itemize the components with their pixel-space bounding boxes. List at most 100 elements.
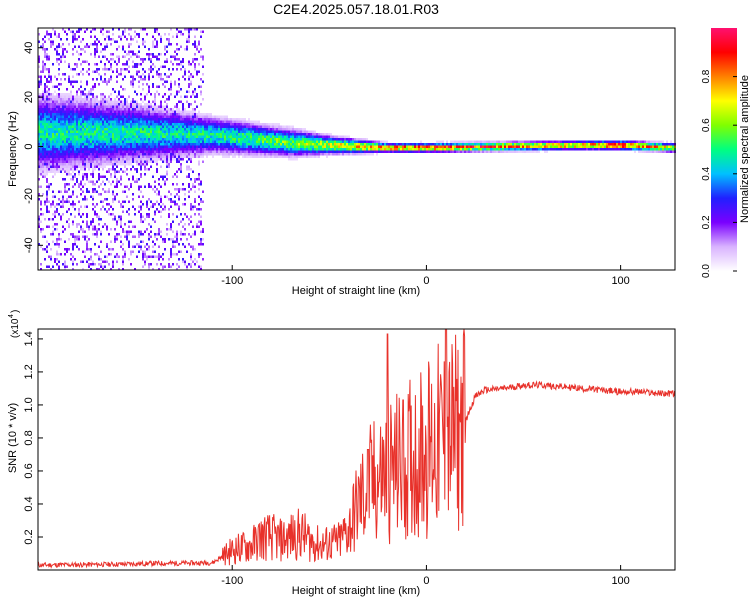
heatmap-cell <box>148 208 150 211</box>
heatmap-cell <box>172 158 174 161</box>
heatmap-cell <box>206 150 208 153</box>
heatmap-cell <box>182 58 184 61</box>
heatmap-cell <box>224 118 226 121</box>
heatmap-cell <box>156 115 158 118</box>
heatmap-cell <box>228 120 230 123</box>
heatmap-cell <box>176 235 178 238</box>
heatmap-cell <box>62 195 64 198</box>
heatmap-cell <box>138 245 140 248</box>
heatmap-cell <box>138 158 140 161</box>
heatmap-cell <box>300 143 302 146</box>
heatmap-cell <box>100 133 102 136</box>
heatmap-cell <box>150 225 152 228</box>
heatmap-cell <box>212 123 214 126</box>
heatmap-cell <box>294 130 296 133</box>
heatmap-cell <box>144 255 146 258</box>
heatmap-cell <box>116 155 118 158</box>
heatmap-cell <box>256 123 258 126</box>
heatmap-cell <box>46 140 48 143</box>
heatmap-cell <box>392 150 394 153</box>
heatmap-cell <box>86 133 88 136</box>
heatmap-cell <box>60 133 62 136</box>
heatmap-cell <box>122 148 124 151</box>
heatmap-cell <box>54 100 56 103</box>
heatmap-cell <box>148 120 150 123</box>
heatmap-cell <box>152 148 154 151</box>
heatmap-cell <box>302 130 304 133</box>
heatmap-cell <box>38 140 40 143</box>
heatmap-cell <box>368 143 370 146</box>
heatmap-cell <box>80 28 82 31</box>
heatmap-cell <box>82 148 84 151</box>
heatmap-cell <box>268 125 270 128</box>
heatmap-cell <box>194 110 196 113</box>
heatmap-cell <box>256 155 258 158</box>
heatmap-cell <box>206 133 208 136</box>
heatmap-cell <box>48 93 50 96</box>
heatmap-cell <box>174 140 176 143</box>
heatmap-cell <box>122 155 124 158</box>
heatmap-cell <box>120 110 122 113</box>
heatmap-cell <box>160 230 162 233</box>
heatmap-cell <box>98 103 100 106</box>
heatmap-cell <box>164 175 166 178</box>
heatmap-cell <box>116 193 118 196</box>
heatmap-cell <box>202 150 204 153</box>
heatmap-cell <box>168 198 170 201</box>
heatmap-cell <box>162 118 164 121</box>
heatmap-cell <box>148 53 150 56</box>
heatmap-cell <box>170 93 172 96</box>
heatmap-cell <box>56 253 58 256</box>
heatmap-cell <box>124 110 126 113</box>
heatmap-cell <box>64 48 66 51</box>
heatmap-cell <box>292 130 294 133</box>
heatmap-cell <box>386 148 388 151</box>
heatmap-cell <box>98 150 100 153</box>
heatmap-cell <box>72 223 74 226</box>
heatmap-cell <box>126 120 128 123</box>
heatmap-cell <box>166 145 168 148</box>
heatmap-cell <box>70 150 72 153</box>
heatmap-cell <box>232 145 234 148</box>
heatmap-cell <box>108 118 110 121</box>
heatmap-cell <box>178 128 180 131</box>
heatmap-cell <box>138 35 140 38</box>
heatmap-cell <box>158 105 160 108</box>
heatmap-cell <box>132 100 134 103</box>
heatmap-cell <box>142 133 144 136</box>
heatmap-cell <box>292 148 294 151</box>
heatmap-cell <box>336 140 338 143</box>
heatmap-cell <box>160 118 162 121</box>
heatmap-cell <box>288 130 290 133</box>
heatmap-cell <box>86 115 88 118</box>
heatmap-cell <box>136 145 138 148</box>
heatmap-cell <box>76 110 78 113</box>
heatmap-cell <box>190 263 192 266</box>
heatmap-cell <box>174 173 176 176</box>
heatmap-cell <box>182 123 184 126</box>
heatmap-cell <box>80 120 82 123</box>
heatmap-cell <box>196 260 198 263</box>
heatmap-cell <box>68 160 70 163</box>
heatmap-cell <box>92 218 94 221</box>
heatmap-cell <box>66 145 68 148</box>
heatmap-cell <box>132 158 134 161</box>
heatmap-cell <box>114 105 116 108</box>
heatmap-cell <box>98 138 100 141</box>
heatmap-cell <box>240 145 242 148</box>
heatmap-cell <box>132 75 134 78</box>
heatmap-cell <box>48 68 50 71</box>
heatmap-cell <box>82 68 84 71</box>
heatmap-cell <box>184 95 186 98</box>
heatmap-cell <box>48 243 50 246</box>
heatmap-cell <box>130 128 132 131</box>
heatmap-cell <box>178 100 180 103</box>
heatmap-cell <box>212 145 214 148</box>
heatmap-cell <box>142 158 144 161</box>
heatmap-cell <box>188 150 190 153</box>
heatmap-cell <box>38 243 40 246</box>
heatmap-cell <box>102 158 104 161</box>
heatmap-cell <box>82 38 84 41</box>
heatmap-cell <box>318 153 320 156</box>
heatmap-cell <box>220 120 222 123</box>
